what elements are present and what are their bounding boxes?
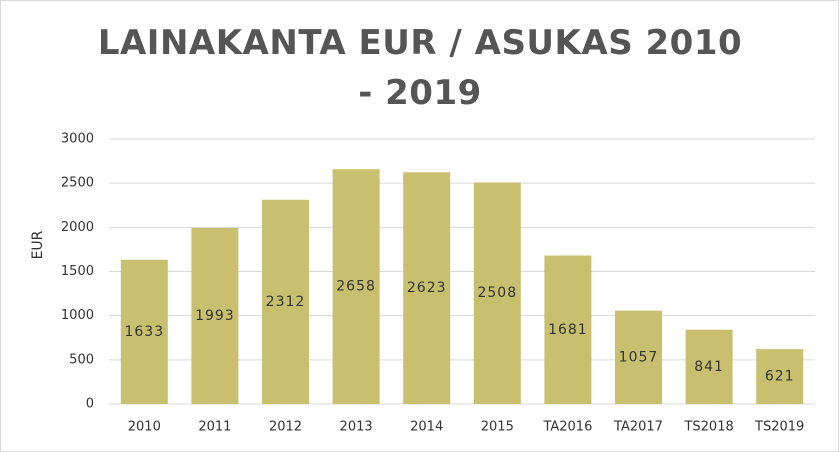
y-axis-label: EUR bbox=[30, 230, 46, 259]
x-tick-label: 2015 bbox=[481, 420, 514, 435]
bar bbox=[191, 227, 239, 404]
chart-title: LAINAKANTA EUR / ASUKAS 2010 - 2019 bbox=[97, 23, 743, 113]
data-label: 2508 bbox=[477, 285, 517, 301]
bar bbox=[756, 349, 804, 404]
y-tick-label: 2500 bbox=[61, 176, 94, 191]
data-label: 2312 bbox=[266, 294, 306, 310]
x-tick-label: TA2017 bbox=[613, 420, 663, 435]
data-label: 1633 bbox=[124, 324, 164, 340]
bar bbox=[403, 172, 451, 404]
y-tick-label: 2000 bbox=[61, 220, 94, 235]
bar bbox=[262, 199, 309, 404]
bar bbox=[120, 259, 168, 404]
y-tick-label: 1500 bbox=[61, 264, 94, 279]
y-tick-label: 1000 bbox=[61, 308, 94, 323]
y-tick-label: 3000 bbox=[61, 132, 94, 147]
data-label: 841 bbox=[694, 359, 724, 375]
x-tick-label: 2014 bbox=[410, 420, 443, 435]
y-tick-label: 500 bbox=[69, 352, 94, 367]
x-tick-label: TS2019 bbox=[754, 420, 804, 435]
bar bbox=[332, 169, 380, 404]
bar bbox=[544, 255, 592, 404]
x-tick-label: TA2016 bbox=[542, 420, 592, 435]
x-tick-label: TS2018 bbox=[683, 420, 733, 435]
data-label: 2658 bbox=[336, 279, 376, 295]
data-label: 2623 bbox=[407, 280, 447, 296]
data-label: 1681 bbox=[548, 322, 588, 338]
x-tick-label: 2012 bbox=[269, 420, 302, 435]
data-label: 1993 bbox=[195, 308, 235, 324]
bar bbox=[473, 182, 521, 404]
x-tick-label: 2010 bbox=[128, 420, 161, 435]
data-label: 1057 bbox=[619, 349, 659, 365]
y-tick-label: 0 bbox=[86, 397, 94, 412]
bar bbox=[685, 329, 733, 404]
data-label: 621 bbox=[765, 369, 795, 385]
x-tick-label: 2011 bbox=[198, 420, 231, 435]
x-tick-label: 2013 bbox=[340, 420, 373, 435]
bar bbox=[615, 310, 662, 404]
